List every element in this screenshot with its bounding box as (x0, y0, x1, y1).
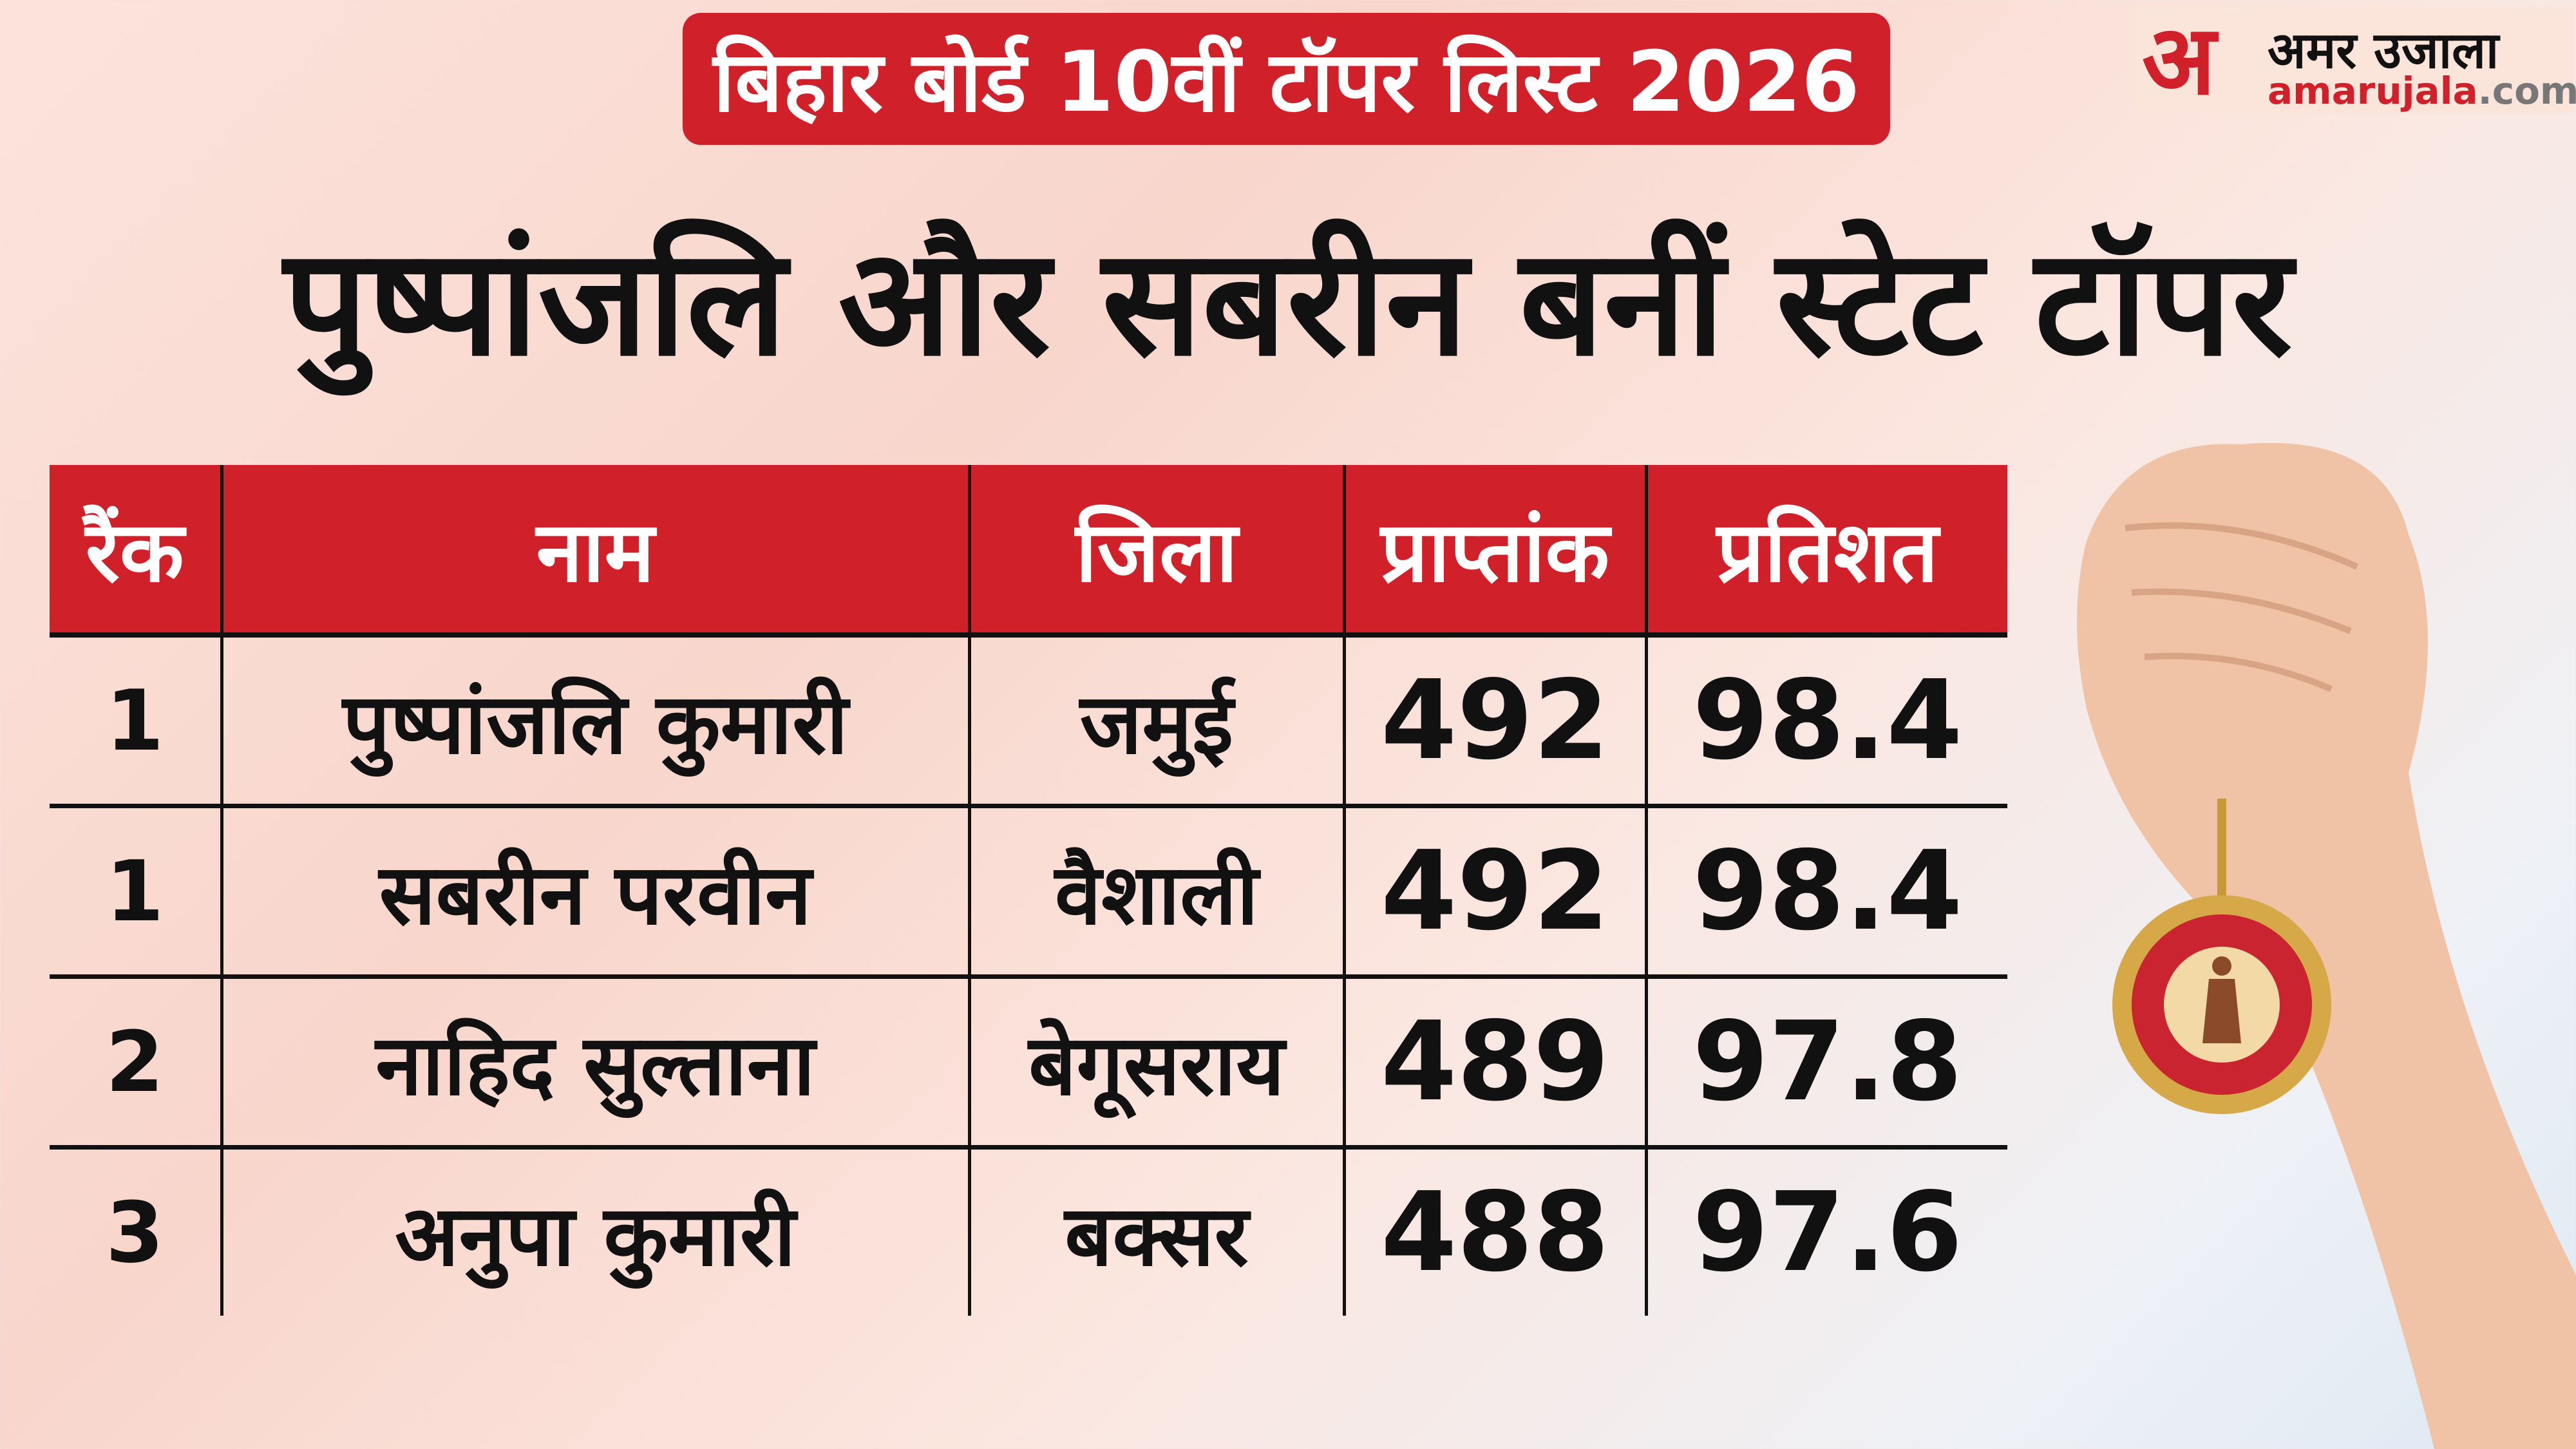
name-cell: नाहिद सुल्ताना (220, 976, 969, 1150)
table-header: रैंक नाम जिला प्राप्तांक प्रतिशत (50, 465, 2007, 638)
rank-cell: 2 (50, 976, 222, 1150)
hand-holding-medal-illustration (2077, 442, 2576, 1449)
header-marks: प्राप्तांक (1342, 465, 1646, 638)
header-name: नाम (220, 465, 969, 638)
banner-label: बिहार बोर्ड 10वीं टॉपर लिस्ट 2026 (683, 13, 1890, 145)
name-cell: सबरीन परवीन (220, 806, 969, 979)
fingers (2125, 522, 2359, 692)
medal-figure-icon (2202, 956, 2241, 1043)
logo-domain: amarujala.com (2268, 69, 2576, 113)
logo-mark: अ (2142, 5, 2216, 117)
rank-cell: 1 (50, 635, 222, 808)
marks-cell: 489 (1342, 976, 1646, 1150)
district-cell: जमुई (967, 635, 1344, 808)
toppers-table: रैंक नाम जिला प्राप्तांक प्रतिशत 1 पुष्प… (50, 465, 2007, 1316)
marks-cell: 492 (1342, 635, 1646, 808)
marks-cell: 492 (1342, 806, 1646, 979)
table-row: 1 सबरीन परवीन वैशाली 492 98.4 (50, 806, 2007, 979)
percent-cell: 98.4 (1644, 806, 2007, 979)
arm (2077, 442, 2576, 1449)
district-cell: बक्सर (967, 1147, 1344, 1316)
header-district: जिला (967, 465, 1344, 638)
logo-domain-main: amarujala (2268, 69, 2478, 113)
table-row: 1 पुष्पांजलि कुमारी जमुई 492 98.4 (50, 635, 2007, 808)
percent-cell: 98.4 (1644, 635, 2007, 808)
district-cell: वैशाली (967, 806, 1344, 979)
name-cell: पुष्पांजलि कुमारी (220, 635, 969, 808)
rank-cell: 3 (106, 1184, 164, 1282)
rank-cell: 1 (50, 806, 222, 979)
marks-cell: 488 (1342, 1147, 1646, 1316)
table-row: 3 अनुपा कुमारी बक्सर 488 97.6 (50, 1147, 2007, 1316)
percent-cell: 97.6 (1644, 1147, 2007, 1316)
logo-name-hindi: अमर उजाला (2268, 22, 2499, 80)
amar-ujala-logo: अ अमर उजाला amarujala.com (2136, 5, 2576, 117)
header-percent: प्रतिशत (1644, 465, 2007, 638)
header-rank: रैंक (50, 465, 222, 638)
district-cell: बेगूसराय (967, 976, 1344, 1150)
name-cell: अनुपा कुमारी (220, 1147, 969, 1316)
percent-cell: 97.8 (1644, 976, 2007, 1150)
headline: पुष्पांजलि और सबरीन बनीं स्टेट टॉपर (283, 216, 2293, 389)
table-row: 2 नाहिद सुल्ताना बेगूसराय 489 97.8 (50, 976, 2007, 1150)
logo-domain-tld: .com (2477, 69, 2576, 113)
